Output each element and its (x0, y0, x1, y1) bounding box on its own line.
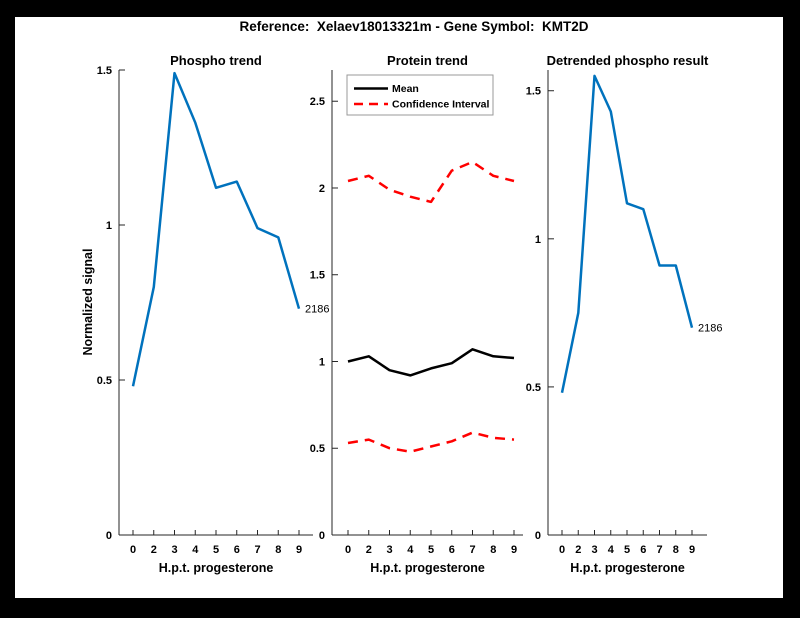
subplot-2: 0 0.5 1 1.5 2 2.5 0 2 3 4 5 6 7 8 9 Mean Confidence Inte… (310, 70, 523, 556)
subplot1-title: Phospho trend (170, 53, 262, 68)
subplot2-title: Protein trend (387, 53, 468, 68)
x-tick-label: 7 (254, 544, 260, 556)
x-tick-label: 4 (407, 544, 414, 556)
series-line-mean (347, 348, 515, 377)
subplot3-xlabel: H.p.t. progesterone (570, 561, 685, 575)
y-tick-label: 0.5 (310, 443, 325, 455)
x-tick-label: 7 (656, 544, 662, 556)
x-tick-label: 8 (490, 544, 496, 556)
subplot2-xlabel: H.p.t. progesterone (370, 561, 485, 575)
x-tick-label: 2 (151, 544, 157, 556)
x-tick-label: 8 (275, 544, 281, 556)
series-end-annotation: 2186 (305, 304, 329, 316)
x-tick-label: 2 (575, 544, 581, 556)
legend-item-label: Mean (392, 83, 419, 95)
x-tick-label: 8 (673, 544, 679, 556)
y-tick-label: 1 (106, 220, 112, 232)
x-tick-label: 4 (608, 544, 615, 556)
x-tick-label: 5 (624, 544, 630, 556)
y-tick-label: 1 (319, 356, 325, 368)
y-tick-label: 1.5 (97, 65, 112, 77)
subplot-1: 0 0.5 1 1.5 0 2 3 4 5 6 7 8 9 2186 (97, 65, 330, 556)
x-tick-label: 9 (689, 544, 695, 556)
y-tick-label: 2.5 (310, 96, 325, 108)
y-tick-label: 0.5 (526, 382, 541, 394)
y-tick-label: 1 (535, 234, 541, 246)
x-tick-label: 6 (449, 544, 455, 556)
subplot1-xlabel: H.p.t. progesterone (158, 561, 274, 575)
x-tick-label: 0 (559, 544, 565, 556)
series-end-annotation: 2186 (698, 323, 722, 335)
x-tick-label: 7 (469, 544, 475, 556)
series-line-confidence-interval-upper (347, 160, 515, 204)
y-tick-label: 0 (106, 530, 112, 542)
legend-box (346, 74, 494, 116)
y-tick-label: 0 (535, 530, 541, 542)
figure-title: Reference: Xelaev18013321m - Gene Symbol… (239, 19, 589, 34)
series-line-confidence-interval-lower (347, 431, 515, 453)
x-tick-label: 0 (345, 544, 351, 556)
x-tick-label: 0 (130, 544, 136, 556)
legend-item-label: Confidence Interval (392, 99, 490, 111)
x-tick-label: 3 (171, 544, 177, 556)
x-tick-label: 6 (640, 544, 646, 556)
subplot3-title: Detrended phospho result (546, 53, 709, 68)
y-tick-label: 1.5 (526, 86, 541, 98)
x-tick-label: 3 (386, 544, 392, 556)
series-line-detrended-phospho-signal (560, 74, 694, 394)
x-tick-label: 9 (511, 544, 517, 556)
x-tick-label: 4 (192, 544, 199, 556)
y-tick-label: 0.5 (97, 375, 112, 387)
y-tick-label: 2 (319, 183, 325, 195)
x-tick-label: 6 (234, 544, 240, 556)
y-tick-label: 0 (319, 530, 325, 542)
x-tick-label: 2 (366, 544, 372, 556)
legend: Mean Confidence Interval (346, 74, 494, 116)
x-tick-label: 5 (428, 544, 434, 556)
series-line-phospho-signal (131, 71, 301, 387)
y-tick-label: 1.5 (310, 270, 325, 282)
x-tick-label: 5 (213, 544, 219, 556)
x-tick-label: 3 (591, 544, 597, 556)
x-tick-label: 9 (296, 544, 302, 556)
